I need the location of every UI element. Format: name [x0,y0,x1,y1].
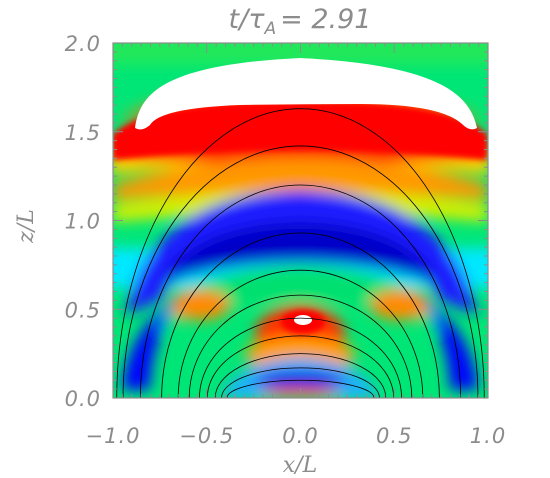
title-value: = 2.91 [280,4,371,35]
field-line [122,145,479,398]
field-line [206,335,395,398]
field-line [139,184,462,398]
x-tick-label: 1.0 [470,424,506,448]
x-tick-label: −1.0 [86,424,141,448]
x-tick-labels: −1.0 −0.5 0.0 0.5 1.0 [86,424,506,448]
red-band-core [113,102,487,160]
y-tick-label: 0.0 [65,387,101,411]
x-axis-label: x/L [283,453,317,478]
lower-blue-left [122,300,175,390]
y-tick-label: 1.0 [65,210,101,234]
field-line [177,269,424,398]
field-line [226,379,375,398]
y-tick-label: 1.5 [65,121,101,145]
field-line [214,353,387,398]
orange-band [113,157,488,200]
orange-right-lobe [370,290,430,320]
green-inner-arc [140,265,460,340]
y-tick-label: 0.5 [65,298,101,322]
x-tick-label: −0.5 [179,424,234,448]
y-tick-label: 2.0 [65,32,101,56]
y-axis-label: z/L [14,209,39,244]
white-saturated-band [135,58,477,130]
x-tick-label: 0.5 [376,424,412,448]
color-field [113,43,488,398]
plot-area [113,43,488,398]
lower-blue-right [425,300,478,390]
y-tick-labels: 0.0 0.5 1.0 1.5 2.0 [65,32,101,411]
blue-arch-inner [160,222,440,285]
field-lines [116,108,485,398]
title-main: t/τ [229,4,266,35]
field-line [188,294,413,398]
field-line [199,317,402,398]
title-subscript: A [263,19,276,39]
x-tick-label: 0.0 [282,424,318,448]
axis-ticks [112,42,489,399]
chart-title: t/τA = 2.91 [229,4,372,39]
central-white-spot [294,315,312,325]
field-line [116,108,485,398]
field-line [221,367,380,398]
orange-left-lobe [170,290,230,320]
